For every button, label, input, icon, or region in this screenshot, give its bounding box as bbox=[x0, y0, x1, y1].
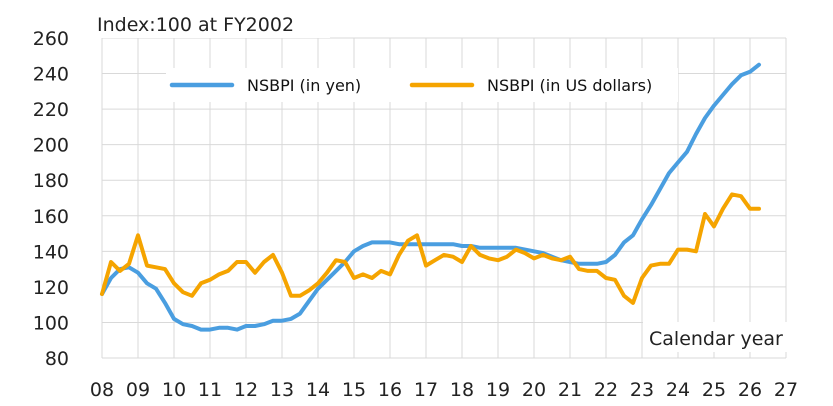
y-tick-label: 220 bbox=[33, 99, 69, 121]
x-tick-label: 09 bbox=[126, 379, 150, 401]
x-tick-label: 23 bbox=[630, 379, 654, 401]
x-tick-label: 13 bbox=[270, 379, 294, 401]
x-tick-label: 15 bbox=[342, 379, 366, 401]
y-tick-label: 200 bbox=[33, 135, 69, 157]
y-tick-label: 180 bbox=[33, 170, 69, 192]
x-tick-label: 21 bbox=[558, 379, 582, 401]
x-tick-label: 18 bbox=[450, 379, 474, 401]
x-tick-label: 08 bbox=[90, 379, 114, 401]
xlabel-backdrop bbox=[643, 322, 803, 352]
x-tick-label: 26 bbox=[738, 379, 762, 401]
x-tick-label: 16 bbox=[378, 379, 402, 401]
series-line-0 bbox=[100, 62, 761, 332]
series-line-1 bbox=[100, 192, 761, 305]
y-axis-label: Index:100 at FY2002 bbox=[97, 14, 294, 36]
ylabel-backdrop bbox=[92, 8, 330, 38]
x-tick-label: 27 bbox=[774, 379, 798, 401]
x-axis-label: Calendar year bbox=[649, 328, 783, 350]
y-tick-label: 160 bbox=[33, 206, 69, 228]
y-tick-labels: 80 100 120 140 160 180 200 220 240 260 bbox=[33, 28, 69, 370]
legend-label-usd: NSBPI (in US dollars) bbox=[487, 76, 652, 95]
x-tick-labels: 08 09 10 11 12 13 14 15 16 17 18 19 20 21 22 23 24 25 26 27 bbox=[90, 379, 798, 401]
legend-label-yen: NSBPI (in yen) bbox=[247, 76, 361, 95]
x-tick-label: 20 bbox=[522, 379, 546, 401]
y-tick-label: 140 bbox=[33, 241, 69, 263]
x-tick-label: 17 bbox=[414, 379, 438, 401]
legend: NSBPI (in yen) NSBPI (in US dollars) bbox=[166, 68, 678, 102]
x-tick-label: 14 bbox=[306, 379, 330, 401]
x-tick-label: 22 bbox=[594, 379, 618, 401]
y-tick-label: 240 bbox=[33, 64, 69, 86]
x-tick-label: 10 bbox=[162, 379, 186, 401]
y-tick-label: 80 bbox=[45, 348, 69, 370]
x-tick-label: 25 bbox=[702, 379, 726, 401]
y-tick-label: 100 bbox=[33, 312, 69, 334]
x-tick-label: 12 bbox=[234, 379, 258, 401]
x-tick-label: 11 bbox=[198, 379, 222, 401]
x-tick-label: 24 bbox=[666, 379, 690, 401]
y-tick-label: 120 bbox=[33, 277, 69, 299]
y-tick-label: 260 bbox=[33, 28, 69, 50]
x-tick-label: 19 bbox=[486, 379, 510, 401]
series-lines bbox=[100, 62, 761, 332]
